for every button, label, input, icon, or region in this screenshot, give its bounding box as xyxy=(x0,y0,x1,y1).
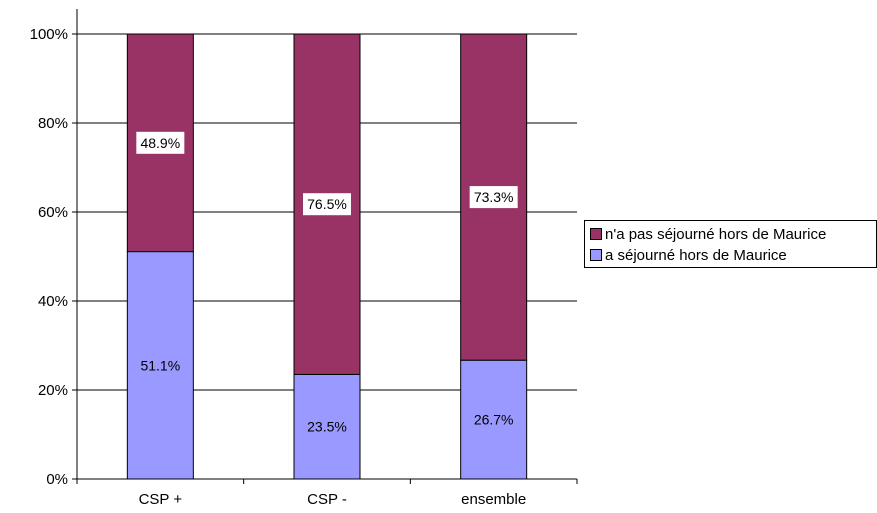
y-tick-label: 20% xyxy=(38,382,68,399)
axes: 0% 20% 40% 60% 80% 100% CSP + CSP - ensemble xyxy=(30,9,578,508)
data-label-box xyxy=(303,193,351,216)
y-tick-label: 100% xyxy=(30,26,68,43)
x-category-label: CSP - xyxy=(307,491,347,508)
data-label-box xyxy=(136,131,185,154)
x-category-label: CSP + xyxy=(139,491,183,508)
y-tick-label: 0% xyxy=(46,471,68,488)
data-label: 73.3% xyxy=(474,189,514,205)
legend-label-not-stayed: n'a pas séjourné hors de Maurice xyxy=(605,225,827,243)
data-label: 26.7% xyxy=(474,412,514,428)
data-label-box xyxy=(469,186,518,209)
x-category-label: ensemble xyxy=(461,491,526,508)
legend-swatch-stayed xyxy=(590,249,602,261)
legend-label-stayed: a séjourné hors de Maurice xyxy=(605,246,787,264)
legend-item-stayed: a séjourné hors de Maurice xyxy=(590,245,787,265)
legend-item-not-stayed: n'a pas séjourné hors de Maurice xyxy=(590,224,826,244)
bars xyxy=(126,33,528,480)
y-tick-label: 60% xyxy=(38,204,68,221)
legend: n'a pas séjourné hors de Maurice a séjou… xyxy=(584,220,877,268)
data-label: 23.5% xyxy=(307,419,347,435)
data-label: 76.5% xyxy=(307,196,347,212)
data-labels: 51.1% 48.9% 23.5% 76.5% 26.7% 73.3% xyxy=(136,131,518,435)
y-tick-label: 80% xyxy=(38,115,68,132)
bar-stayed xyxy=(126,251,194,480)
legend-swatch-not-stayed xyxy=(590,228,602,240)
y-tick-label: 40% xyxy=(38,293,68,310)
data-label: 48.9% xyxy=(140,135,180,151)
data-label: 51.1% xyxy=(140,357,180,373)
